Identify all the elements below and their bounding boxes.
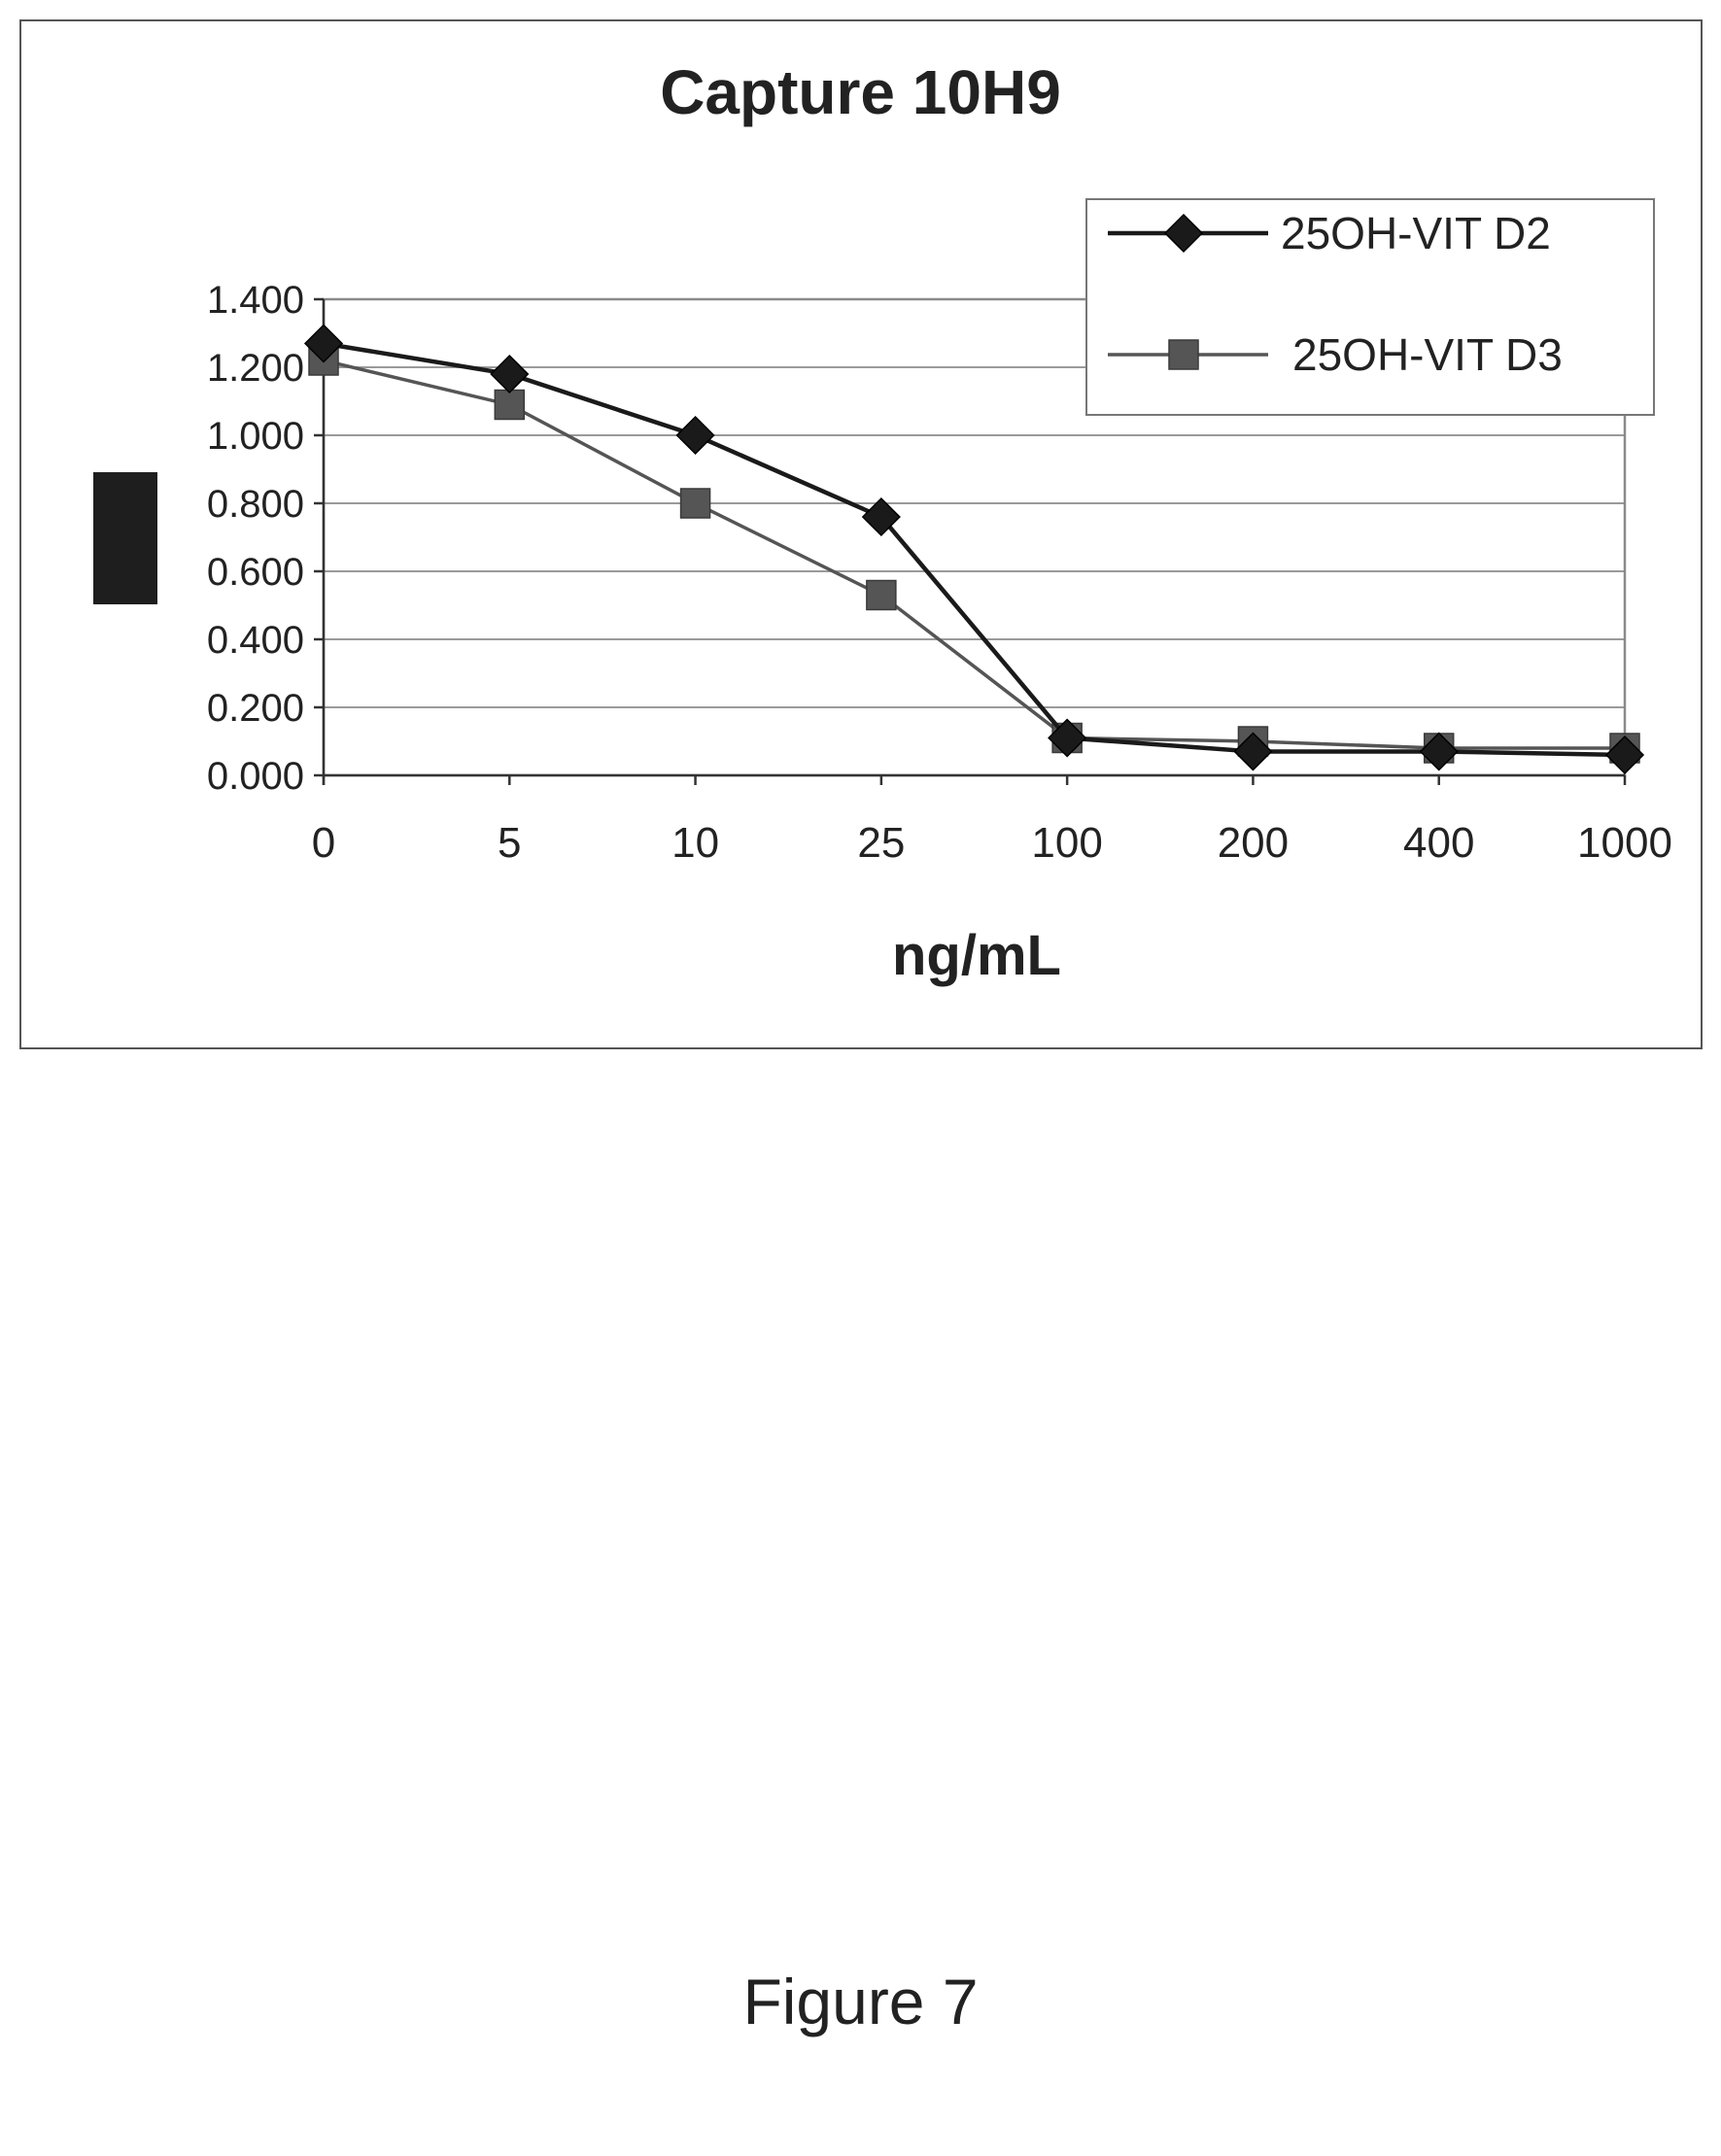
legend-marker-0 [1163,213,1204,254]
x-tick-label-5: 200 [1218,819,1289,867]
data-point-s0-4 [1048,718,1087,758]
y-tick-label-7: 1.400 [207,279,304,322]
legend-marker-1 [1168,339,1199,370]
y-tick-label-0: 0.000 [207,755,304,798]
data-point-s0-5 [1233,732,1273,771]
series-line-0 [323,341,1626,758]
data-point-s0-1 [490,354,530,394]
data-point-s1-3 [866,579,897,611]
data-point-s0-6 [1419,732,1459,771]
series-line-1 [323,359,1625,750]
x-tick-label-7: 1000 [1577,819,1672,867]
y-axis-label-redacted [93,472,157,604]
legend-label-1: 25OH-VIT D3 [1292,329,1563,380]
x-tick-label-4: 100 [1031,819,1102,867]
chart-plot: 0.000 0.200 0.400 0.600 0.800 1.000 1.200 1.400… [207,198,1672,867]
data-point-s0-0 [303,324,344,363]
chart-frame [19,19,1703,1049]
data-point-s1-1 [494,389,526,421]
x-tick-label-0: 0 [312,819,335,867]
figure-caption: Figure 7 [742,1966,979,2037]
y-tick-label-6: 1.200 [207,347,304,390]
y-tick-label-4: 0.800 [207,483,304,526]
data-point-s0-2 [675,415,715,456]
y-tick-label-3: 0.600 [207,551,304,594]
data-point-s1-2 [679,488,711,519]
legend-label-0: 25OH-VIT D2 [1281,208,1551,258]
data-point-s0-3 [861,496,901,537]
x-tick-label-3: 25 [857,819,905,867]
x-tick-label-1: 5 [498,819,521,867]
data-point-s0-7 [1604,735,1645,775]
x-tick-label-2: 10 [671,819,719,867]
y-tick-label-5: 1.000 [207,415,304,458]
x-axis-label: ng/mL [892,924,1061,987]
chart-title: Capture 10H9 [660,57,1061,127]
x-tick-label-6: 400 [1403,819,1474,867]
y-tick-label-2: 0.400 [207,619,304,662]
y-tick-label-1: 0.200 [207,687,304,730]
